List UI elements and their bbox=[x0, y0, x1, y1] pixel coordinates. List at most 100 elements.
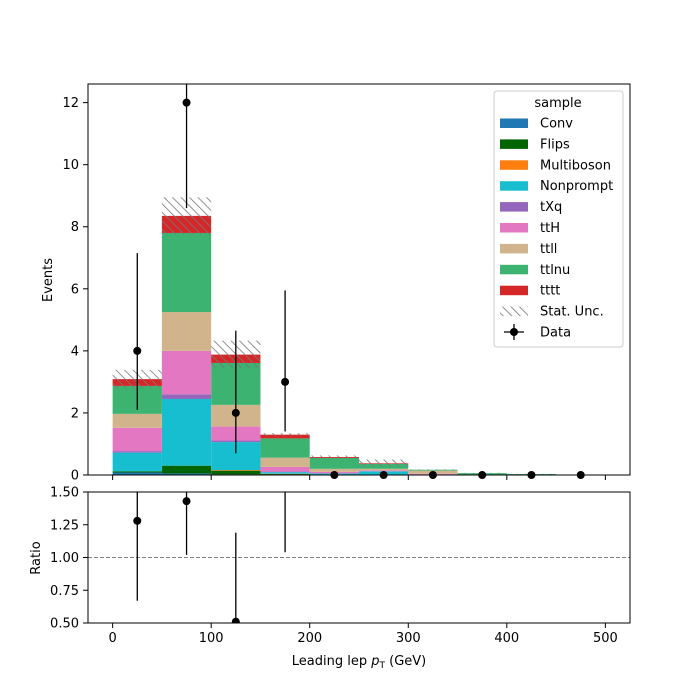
x-tick-label-1: 100 bbox=[199, 631, 224, 646]
stat-unc-bin-4 bbox=[309, 455, 359, 459]
ratio-y-tick-label-2: 1.00 bbox=[50, 551, 79, 566]
stat-unc-bin-3 bbox=[260, 433, 310, 437]
main-y-ticks: 0 2 4 6 8 10 12 bbox=[62, 96, 88, 484]
data-points bbox=[133, 84, 585, 479]
legend-label-tth: ttH bbox=[540, 221, 560, 236]
main-y-tick-label-4: 8 bbox=[71, 220, 79, 235]
data-point-1 bbox=[182, 98, 191, 107]
x-tick-label-4: 400 bbox=[494, 631, 519, 646]
legend-frame bbox=[493, 90, 624, 348]
main-y-tick-label-3: 6 bbox=[71, 282, 79, 297]
legend-swatch-ttlnu bbox=[500, 264, 528, 275]
legend-entry-ttll: ttll bbox=[500, 242, 557, 257]
stacked-histogram bbox=[112, 215, 606, 475]
bar-tttt-bin-3 bbox=[260, 434, 310, 439]
bar-ttll-bin-1 bbox=[161, 312, 212, 351]
data-point-2 bbox=[231, 408, 240, 417]
legend-swatch-stat-unc bbox=[500, 306, 528, 317]
bar-ttll-bin-5 bbox=[359, 468, 409, 471]
bar-multiboson-bin-2 bbox=[211, 470, 261, 471]
stat-unc-bin-5 bbox=[359, 459, 409, 467]
x-axis-label: Leading lep pT (GeV) bbox=[292, 654, 426, 671]
data-point-3 bbox=[281, 377, 290, 386]
legend-entry-stat-unc: Stat. Unc. bbox=[500, 305, 604, 320]
legend-entry-tth: ttH bbox=[500, 221, 560, 236]
legend-label-conv: Conv bbox=[540, 117, 573, 132]
x-tick-label-0: 0 bbox=[108, 631, 116, 646]
legend-swatch-flips bbox=[500, 139, 528, 149]
legend-swatch-tttt bbox=[500, 285, 528, 296]
legend-title: sample bbox=[534, 96, 581, 111]
ratio-points bbox=[133, 492, 286, 623]
bar-ttll-bin-3 bbox=[260, 457, 310, 467]
bar-flips-bin-1 bbox=[161, 465, 212, 474]
bar-flips-bin-2 bbox=[211, 470, 261, 475]
bar-conv-bin-1 bbox=[161, 473, 212, 475]
main-y-tick-label-0: 0 bbox=[71, 469, 79, 484]
stat-unc-bin-6 bbox=[408, 469, 458, 471]
legend-entry-flips: Flips bbox=[500, 137, 570, 152]
main-plot-area: 0 2 4 6 8 10 12 Events bbox=[41, 83, 631, 484]
bar-conv-bin-0 bbox=[112, 472, 162, 475]
ratio-y-ticks: 0.50 0.75 1.00 1.25 1.50 bbox=[50, 486, 88, 632]
legend-entries: Conv Flips Multiboson Nonprompt tXq ttH ttll tt… bbox=[500, 117, 613, 341]
legend-swatch-nonprompt bbox=[500, 181, 528, 191]
legend-swatch-ttll bbox=[500, 243, 528, 254]
main-y-tick-label-2: 4 bbox=[71, 344, 79, 359]
bar-txq-bin-3 bbox=[260, 471, 310, 473]
stat-uncertainty-bands bbox=[112, 197, 557, 475]
data-point-0 bbox=[133, 346, 142, 355]
bar-txq-bin-1 bbox=[161, 394, 212, 399]
ratio-x-ticks: 0 100 200 300 400 500 bbox=[108, 623, 618, 646]
bar-nonprompt-bin-0 bbox=[112, 452, 162, 472]
ratio-point-0 bbox=[133, 516, 142, 525]
legend-label-multiboson: Multiboson bbox=[540, 158, 611, 173]
main-y-tick-label-6: 12 bbox=[62, 96, 79, 111]
legend-entry-multiboson: Multiboson bbox=[500, 158, 611, 173]
main-axes-frame bbox=[87, 83, 631, 476]
bar-ttlnu-bin-4 bbox=[309, 457, 359, 469]
legend-swatch-txq bbox=[500, 202, 528, 212]
x-tick-label-2: 200 bbox=[297, 631, 322, 646]
bar-ttlnu-bin-6 bbox=[408, 469, 458, 471]
main-y-axis-label: Events bbox=[41, 258, 56, 302]
x-tick-label-5: 500 bbox=[593, 631, 618, 646]
bar-nonprompt-bin-1 bbox=[161, 398, 212, 466]
legend-entry-conv: Conv bbox=[500, 117, 573, 132]
legend-marker-data bbox=[510, 328, 518, 336]
ratio-y-tick-label-0: 0.50 bbox=[50, 617, 79, 632]
legend-label-flips: Flips bbox=[540, 137, 570, 152]
main-y-tick-label-1: 2 bbox=[71, 406, 79, 421]
legend-label-ttll: ttll bbox=[540, 242, 557, 257]
bar-flips-bin-0 bbox=[112, 471, 162, 473]
legend-entry-txq: tXq bbox=[500, 200, 562, 215]
ratio-plot-area: 0 100 200 300 400 500 0.50 0.75 1.00 1.25 1.50 Ra… bbox=[29, 486, 631, 671]
legend-label-nonprompt: Nonprompt bbox=[540, 179, 613, 194]
legend: sample Conv Flips Multiboson Nonprompt tXq tt… bbox=[493, 90, 624, 348]
bar-tth-bin-5 bbox=[359, 470, 409, 472]
legend-label-data: Data bbox=[540, 326, 571, 341]
ratio-point-1 bbox=[182, 497, 191, 506]
bar-ttlnu-bin-3 bbox=[260, 438, 310, 458]
legend-label-tttt: tttt bbox=[540, 284, 560, 299]
legend-entry-nonprompt: Nonprompt bbox=[500, 179, 613, 194]
bar-ttll-bin-0 bbox=[112, 413, 162, 428]
bar-tth-bin-0 bbox=[112, 427, 162, 452]
bar-tth-bin-1 bbox=[161, 350, 212, 395]
legend-swatch-tth bbox=[500, 223, 528, 233]
legend-swatch-multiboson bbox=[500, 160, 528, 170]
legend-entry-tttt: tttt bbox=[500, 284, 560, 299]
ratio-y-tick-label-1: 0.75 bbox=[50, 584, 79, 599]
bar-nonprompt-bin-3 bbox=[260, 472, 310, 474]
legend-label-ttlnu: ttlnu bbox=[540, 263, 570, 278]
bar-ttll-bin-4 bbox=[309, 468, 359, 472]
ratio-point-2 bbox=[231, 617, 240, 623]
legend-label-txq: tXq bbox=[540, 200, 562, 215]
bar-flips-bin-3 bbox=[260, 474, 310, 475]
legend-swatch-conv bbox=[500, 118, 528, 128]
main-y-tick-label-5: 10 bbox=[62, 158, 79, 173]
legend-entry-data: Data bbox=[504, 324, 571, 341]
main-x-ticks bbox=[112, 475, 606, 480]
ratio-y-tick-label-3: 1.25 bbox=[50, 518, 79, 533]
